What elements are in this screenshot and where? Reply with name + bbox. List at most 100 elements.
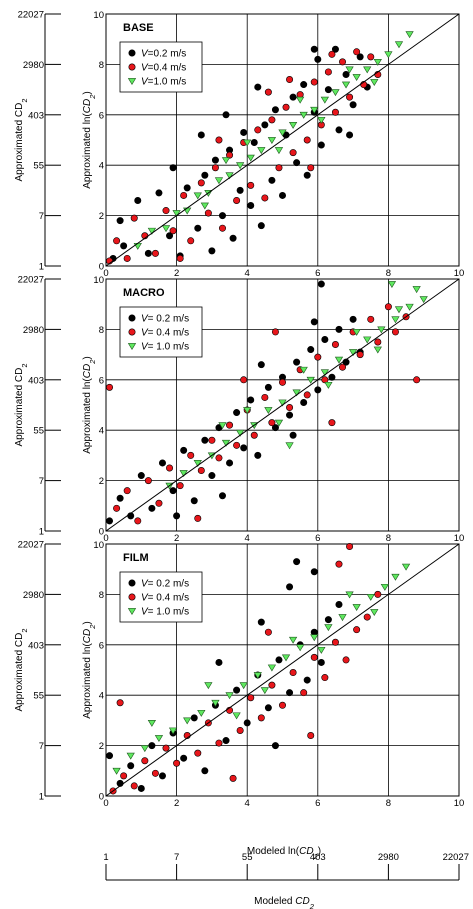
data-point-circle	[201, 171, 209, 179]
data-point-triangle	[317, 116, 326, 124]
data-point-circle	[226, 151, 234, 159]
data-point-triangle	[324, 624, 333, 632]
data-point-circle	[289, 149, 297, 157]
data-point-circle	[314, 353, 322, 361]
data-point-circle	[254, 126, 262, 134]
data-point-triangle	[345, 66, 354, 74]
data-point-triangle	[260, 687, 269, 695]
outer-y-tick-label: 1	[39, 792, 44, 803]
data-point-circle	[339, 363, 347, 371]
y-tick-label: 0	[99, 527, 104, 538]
data-point-circle	[151, 249, 159, 257]
data-point-circle	[328, 419, 336, 427]
data-point-circle	[278, 701, 286, 709]
x-tick-label: 0	[103, 533, 108, 544]
data-point-circle	[278, 378, 286, 386]
right-y-axis-label: Approximated ln(CD2)	[82, 91, 97, 189]
data-point-triangle	[405, 303, 414, 311]
data-point-circle	[127, 762, 135, 770]
data-point-circle	[356, 351, 364, 359]
data-point-triangle	[193, 192, 202, 200]
x-tick-label: 10	[454, 533, 465, 544]
data-point-circle	[257, 361, 265, 369]
data-point-triangle	[246, 154, 255, 162]
data-point-triangle	[267, 137, 277, 144]
x-tick-label: 8	[386, 533, 391, 544]
data-point-circle	[162, 207, 170, 215]
left-y-axis-label: Approximated CD2	[14, 363, 29, 446]
x-tick-label: 4	[245, 268, 250, 279]
data-point-circle	[321, 376, 329, 384]
data-point-circle	[303, 136, 311, 144]
data-point-circle	[331, 341, 339, 349]
legend-marker-triangle	[127, 78, 137, 85]
data-point-triangle	[296, 96, 305, 104]
data-point-triangle	[292, 389, 301, 397]
data-point-triangle	[193, 460, 202, 467]
data-point-circle	[240, 128, 248, 136]
identity-line	[105, 13, 460, 267]
data-point-circle	[349, 101, 357, 109]
data-point-circle	[148, 504, 156, 512]
data-point-circle	[144, 249, 152, 257]
data-point-circle	[194, 514, 202, 522]
data-point-circle	[204, 209, 212, 217]
data-point-circle	[271, 424, 279, 432]
data-point-circle	[328, 373, 336, 381]
data-point-circle	[307, 732, 315, 740]
data-point-triangle	[310, 634, 319, 642]
data-point-triangle	[274, 419, 284, 427]
y-tick-label: 8	[99, 590, 104, 601]
data-point-triangle	[338, 614, 347, 622]
data-point-circle	[229, 234, 237, 242]
y-tick-label: 6	[99, 640, 104, 651]
data-point-circle	[194, 224, 202, 232]
data-point-circle	[310, 653, 318, 661]
legend-marker-circle	[128, 49, 136, 57]
data-point-triangle	[320, 369, 329, 377]
data-point-circle	[116, 217, 124, 225]
data-point-circle	[293, 558, 301, 566]
data-point-triangle	[370, 79, 379, 87]
data-point-circle	[261, 393, 269, 401]
panel-title: BASE	[123, 22, 154, 34]
data-point-circle	[268, 419, 276, 427]
data-point-circle	[314, 386, 322, 394]
legend-marker-circle	[128, 314, 136, 322]
data-point-triangle	[366, 594, 375, 601]
data-point-circle	[173, 512, 181, 520]
data-point-circle	[374, 590, 382, 598]
data-point-triangle	[172, 210, 181, 218]
y-tick-label: 10	[93, 10, 104, 21]
data-point-circle	[144, 477, 152, 485]
x-tick-label: 0	[103, 798, 108, 809]
data-point-circle	[310, 318, 318, 326]
legend-label: V=0.2 m/s	[141, 49, 186, 60]
data-point-circle	[173, 759, 181, 767]
y-tick-label: 0	[99, 262, 104, 273]
outer-y-axis: 1 7 55 403 2980 22027	[18, 540, 61, 803]
data-point-circle	[324, 68, 332, 76]
data-point-circle	[151, 769, 159, 777]
data-point-triangle	[377, 326, 386, 334]
panel-macro: 0 2 4 6 8 10 0 2 4 6 8 10 1 7 55 403 2980 22027 Approximat…	[14, 275, 464, 545]
data-point-circle	[300, 689, 308, 697]
data-point-circle	[211, 164, 219, 172]
data-point-circle	[353, 626, 361, 634]
data-point-triangle	[405, 31, 414, 39]
data-point-circle	[307, 164, 315, 172]
y-tick-label: 2	[99, 741, 104, 752]
data-point-circle	[158, 459, 166, 467]
data-point-circle	[349, 315, 357, 323]
data-point-circle	[233, 686, 241, 694]
data-point-circle	[289, 669, 297, 677]
legend: V= 0.2 m/s V= 0.4 m/s V= 1.0 m/s	[119, 571, 203, 623]
data-point-triangle	[140, 745, 149, 753]
data-point-triangle	[274, 147, 284, 155]
data-point-circle	[187, 451, 195, 459]
data-point-circle	[275, 164, 283, 172]
x-tick-label: 2	[174, 798, 179, 809]
data-point-circle	[222, 111, 230, 119]
data-point-triangle	[363, 66, 372, 74]
x-tick-label: 4	[245, 798, 250, 809]
